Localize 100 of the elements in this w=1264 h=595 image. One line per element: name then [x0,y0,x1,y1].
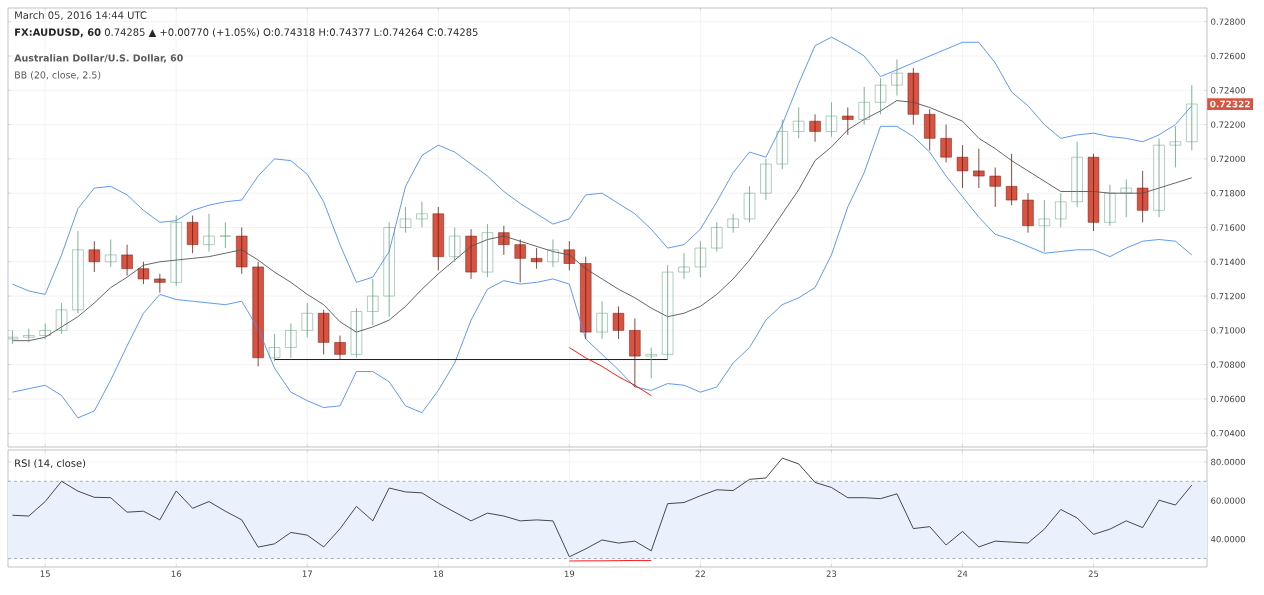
candlestick [105,239,117,268]
y-tick-label: 0.71000 [1211,327,1245,334]
candlestick [727,213,739,234]
candlestick [137,261,150,285]
candlestick [170,215,182,287]
candlestick [1137,170,1149,223]
x-tick-label: 17 [302,570,312,577]
y-tick-label: 0.72400 [1211,87,1245,94]
candlestick [514,239,526,283]
candlestick [1120,179,1132,218]
line-series [568,347,652,396]
candlestick [743,185,756,223]
y-tick-label: 0.71800 [1211,190,1245,197]
candlestick [776,119,788,170]
candlestick [907,67,919,126]
y-tick-label: 0.71200 [1211,292,1245,300]
line-series [11,457,1193,558]
candlestick [23,328,35,343]
candlestick [219,221,232,249]
candlestick [645,347,657,379]
y-tick-label: 0.71400 [1211,258,1245,265]
candlestick [678,252,690,280]
x-tick-label: 15 [40,570,50,577]
x-tick-label: 16 [171,570,182,577]
candlestick [449,227,461,263]
candlestick [72,230,84,314]
candlestick [940,124,952,163]
candlestick [268,333,281,362]
candlestick [121,244,133,276]
annotation: BB (20, close, 2.5) [15,71,101,80]
candlestick [874,77,887,115]
y-tick-label: 60.0000 [1211,497,1245,504]
candlestick [1038,199,1051,252]
candlestick [1169,125,1182,168]
candlestick [612,305,625,340]
candlestick [711,221,723,252]
candlestick [661,264,674,360]
x-tick-label: 19 [564,570,575,577]
candlestick [88,240,100,273]
candlestick [547,239,559,268]
candlestick [989,167,1001,208]
candlestick [842,107,854,136]
candlestick [760,158,772,201]
text: 0.72322 [1210,100,1250,108]
x-tick-label: 23 [826,570,837,577]
candlestick [580,256,592,340]
candlestick [481,223,494,278]
candlestick [694,240,707,278]
candlestick [891,59,903,96]
x-tick-label: 22 [695,570,705,577]
candlestick [956,144,969,189]
candlestick [186,215,199,254]
candlestick [317,309,330,355]
y-tick-label: 0.72000 [1211,155,1245,163]
candlestick [334,335,346,360]
candlestick [793,107,805,139]
candlestick [350,307,363,359]
candlestick [432,206,444,271]
candlestick [236,227,248,275]
text: FX:AUDUSD, 60 0.74285 ▲ +0.00770 (+1.05%) O:0.74318 H:0.74377 L:0.74264 C:0.74285 [15,28,478,38]
candlestick [530,247,543,270]
candlestick [383,221,395,318]
candlestick [301,302,313,338]
y-tick-label: 0.72600 [1211,52,1245,60]
candlestick [416,201,428,228]
y-tick-label: 0.70800 [1211,361,1245,368]
text: Australian Dollar/U.S. Dollar, 60 [14,54,183,63]
candlestick [858,86,870,126]
y-tick-label: 0.70400 [1211,430,1245,437]
candlestick [809,113,821,143]
candlestick [154,273,166,294]
candlestick [285,323,297,359]
candlestick [399,206,412,234]
annotation: March 05, 2016 14:44 UTC [15,11,147,20]
candlestick [203,213,215,252]
candlestick [1022,192,1034,234]
candlestick [825,101,838,138]
candlestick [596,300,608,340]
x-tick-label: 25 [1088,570,1099,577]
candlestick [629,317,641,388]
candlestick [55,302,68,335]
x-tick-label: 18 [433,570,444,577]
candlestick [39,323,51,340]
candlestick [1104,184,1116,227]
candlestick [973,148,985,189]
candlestick [1087,153,1100,232]
text: RSI (14, close) [15,459,86,469]
candlestick [367,278,379,326]
y-tick-label: 0.70600 [1211,395,1245,403]
candlestick [1005,153,1018,206]
candlestick [1071,141,1083,208]
candlestick [8,329,19,345]
candlestick [498,225,510,256]
candlestick [924,108,936,151]
candlestick [563,240,575,271]
candlestick [1055,192,1067,228]
candlestick [1153,137,1165,218]
y-tick-label: 0.72800 [1211,18,1245,25]
y-tick-label: 80.0000 [1211,458,1245,466]
candlestick [1186,84,1198,151]
